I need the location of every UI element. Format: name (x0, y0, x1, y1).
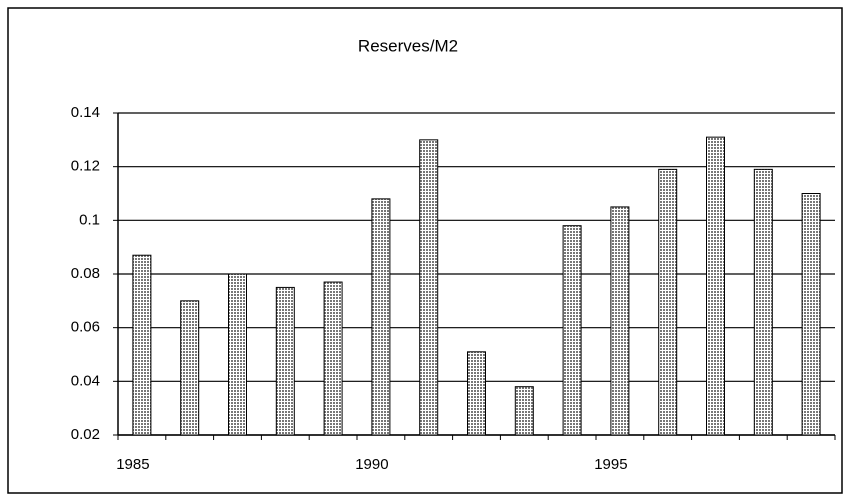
x-tick-label: 1985 (116, 456, 149, 473)
frame (7, 7, 843, 494)
bar (753, 168, 773, 436)
bar (658, 168, 678, 436)
bar (323, 281, 343, 436)
y-tick-label: 0.08 (71, 265, 100, 282)
y-tick-label: 0.04 (71, 372, 100, 389)
bar (514, 386, 534, 436)
y-tick-label: 0.14 (71, 104, 100, 121)
bar (180, 300, 200, 436)
x-tick-label: 1990 (355, 456, 388, 473)
bar (706, 136, 725, 436)
bar (228, 273, 247, 436)
bar (801, 193, 821, 436)
y-tick-label: 0.1 (79, 211, 100, 228)
y-tick-label: 0.06 (71, 319, 100, 336)
bar (419, 139, 439, 436)
bar (467, 351, 486, 436)
y-tick-label: 0.12 (71, 158, 100, 175)
bar (275, 286, 295, 436)
bar (610, 206, 630, 436)
bar (371, 198, 391, 436)
y-tick-label: 0.02 (71, 426, 100, 443)
bar (562, 225, 582, 436)
bar (132, 254, 152, 436)
chart-title: Reserves/M2 (358, 36, 458, 55)
x-tick-label: 1995 (594, 456, 627, 473)
